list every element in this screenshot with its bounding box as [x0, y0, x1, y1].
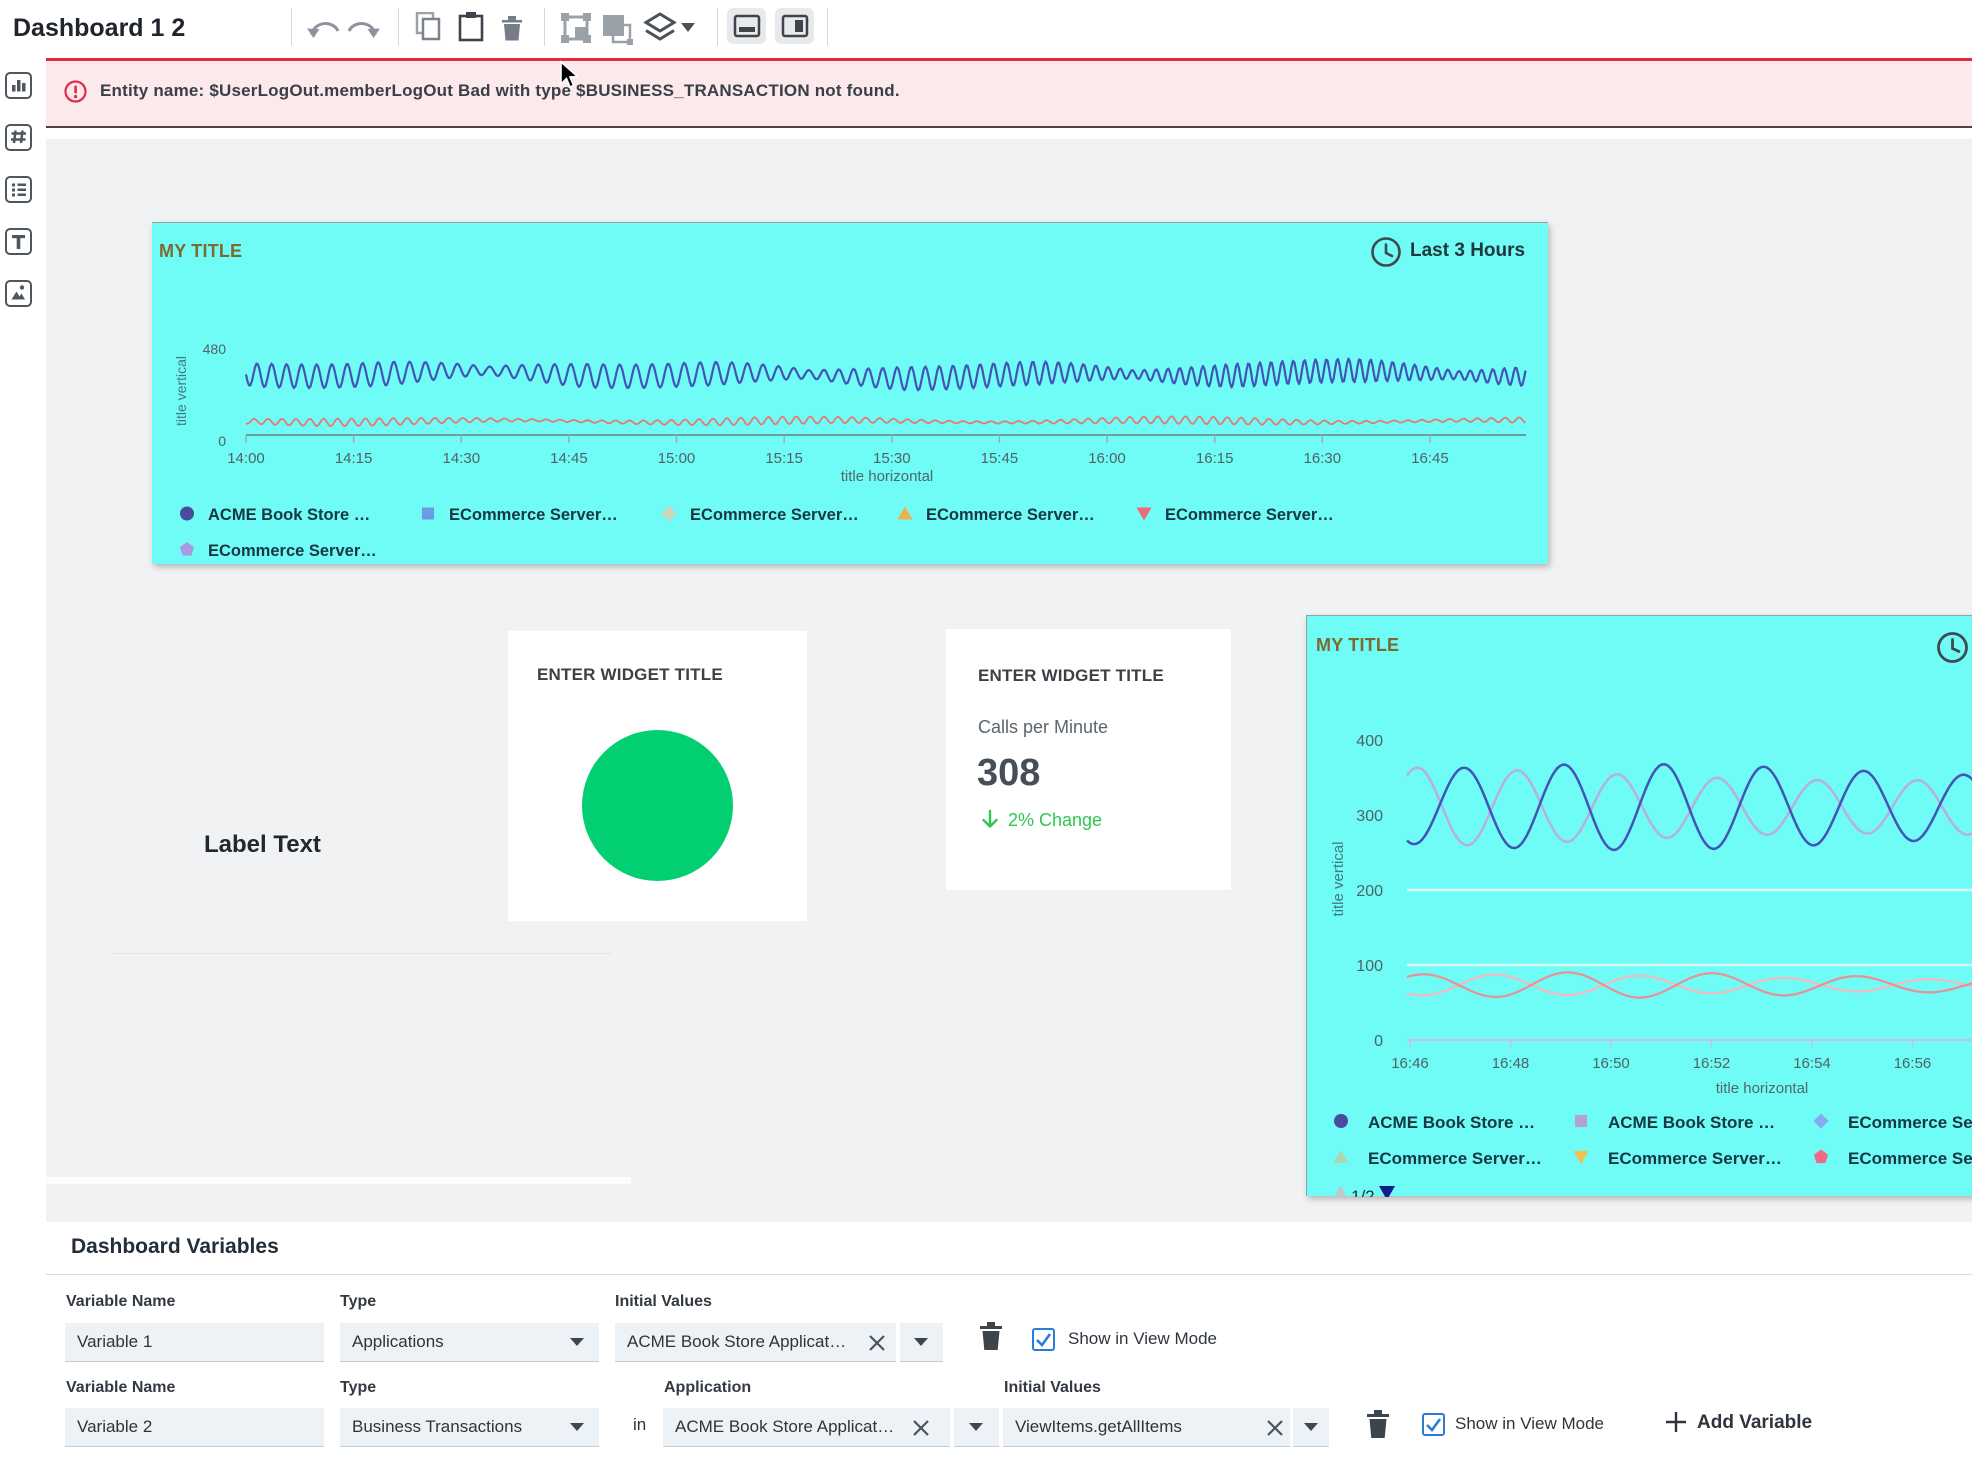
- svg-text:ECommerce Server…: ECommerce Server…: [1608, 1149, 1782, 1168]
- svg-text:14:00: 14:00: [227, 450, 265, 467]
- svg-text:300: 300: [1356, 808, 1383, 825]
- svg-text:14:30: 14:30: [443, 450, 481, 467]
- svg-text:title horizontal: title horizontal: [841, 468, 934, 485]
- svg-text:16:45: 16:45: [1411, 450, 1449, 467]
- svg-text:14:45: 14:45: [550, 450, 588, 467]
- svg-text:ECommerce Ser: ECommerce Ser: [1848, 1113, 1972, 1132]
- svg-text:15:15: 15:15: [765, 450, 803, 467]
- svg-text:ECommerce Ser: ECommerce Ser: [1848, 1149, 1972, 1168]
- svg-text:16:46: 16:46: [1391, 1055, 1429, 1072]
- svg-text:15:30: 15:30: [873, 450, 911, 467]
- svg-text:16:30: 16:30: [1304, 450, 1342, 467]
- svg-text:title vertical: title vertical: [173, 356, 189, 426]
- svg-text:ACME Book Store …: ACME Book Store …: [208, 506, 370, 524]
- svg-text:16:50: 16:50: [1592, 1055, 1630, 1072]
- svg-text:1/2: 1/2: [1351, 1187, 1375, 1197]
- svg-text:title horizontal: title horizontal: [1716, 1080, 1809, 1097]
- svg-text:0: 0: [218, 433, 226, 449]
- svg-text:15:00: 15:00: [658, 450, 696, 467]
- svg-text:400: 400: [1356, 733, 1383, 750]
- svg-text:ACME Book Store …: ACME Book Store …: [1608, 1113, 1775, 1132]
- svg-text:ECommerce Server…: ECommerce Server…: [1368, 1149, 1542, 1168]
- svg-text:16:56: 16:56: [1894, 1055, 1932, 1072]
- svg-text:ECommerce Server…: ECommerce Server…: [208, 542, 377, 560]
- svg-text:16:54: 16:54: [1793, 1055, 1831, 1072]
- svg-text:ACME Book Store …: ACME Book Store …: [1368, 1113, 1535, 1132]
- svg-text:480: 480: [203, 341, 227, 357]
- svg-text:16:15: 16:15: [1196, 450, 1234, 467]
- svg-text:title vertical: title vertical: [1330, 841, 1347, 916]
- svg-text:16:00: 16:00: [1088, 450, 1126, 467]
- svg-text:16:52: 16:52: [1693, 1055, 1731, 1072]
- svg-text:0: 0: [1374, 1033, 1383, 1050]
- svg-text:ECommerce Server…: ECommerce Server…: [449, 506, 618, 524]
- svg-text:14:15: 14:15: [335, 450, 373, 467]
- svg-text:ECommerce Server…: ECommerce Server…: [926, 506, 1095, 524]
- svg-text:ECommerce Server…: ECommerce Server…: [690, 506, 859, 524]
- svg-text:100: 100: [1356, 958, 1383, 975]
- svg-text:ECommerce Server…: ECommerce Server…: [1165, 506, 1334, 524]
- svg-text:15:45: 15:45: [981, 450, 1019, 467]
- svg-text:16:48: 16:48: [1492, 1055, 1530, 1072]
- svg-text:200: 200: [1356, 883, 1383, 900]
